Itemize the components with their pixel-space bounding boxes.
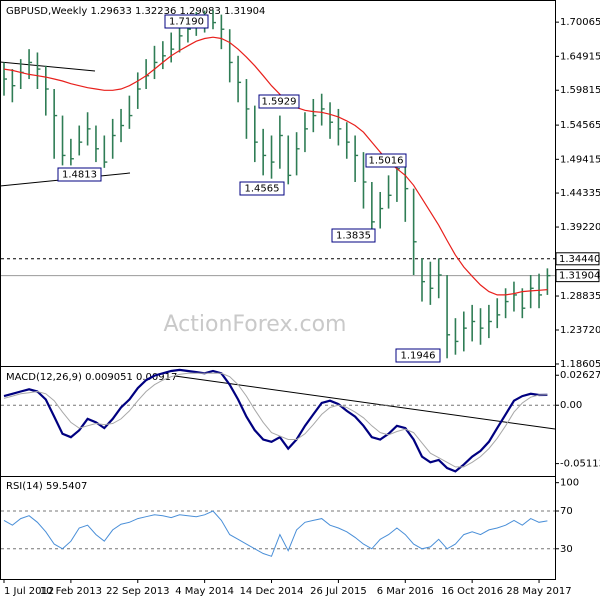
- x-tick-label: 28 May 2017: [506, 586, 571, 597]
- trend-line: [0, 61, 96, 72]
- annotation: 1.7190: [169, 17, 204, 28]
- y-tick-label: 30: [560, 544, 573, 555]
- x-tick-label: 16 Oct 2016: [441, 586, 503, 597]
- annotation-box: [239, 181, 285, 196]
- y-tick-label: 1.54565: [560, 120, 600, 131]
- y-tick-label: 0.00: [560, 400, 582, 411]
- annotation: 1.3835: [336, 231, 371, 242]
- watermark: ActionForex.com: [164, 312, 347, 337]
- y-tick-label: 1.49415: [560, 154, 600, 165]
- annotation-box: [331, 228, 376, 243]
- annotation: 1.5016: [369, 156, 404, 167]
- x-tick-label: 14 Dec 2014: [240, 586, 304, 597]
- x-tick-label: 4 May 2014: [175, 586, 234, 597]
- y-tick-label: 1.28835: [560, 291, 600, 302]
- x-tick-label: 10 Feb 2013: [40, 586, 102, 597]
- y-tick-label: 1.64915: [560, 51, 600, 62]
- annotation-box: [395, 348, 441, 363]
- annotation: 1.4813: [62, 170, 97, 181]
- indicator-line: [3, 372, 548, 468]
- y-tick-label: 70: [560, 506, 573, 517]
- indicator-line: [3, 368, 548, 473]
- chart-title: GBPUSD,Weekly 1.29633 1.32236 1.29083 1.…: [6, 6, 265, 17]
- y-tick-label: 100: [560, 478, 579, 489]
- level-label-box: [555, 269, 600, 283]
- y-tick-label: 1.59815: [560, 85, 600, 96]
- y-tick-label: 1.18605: [560, 359, 600, 370]
- y-tick-label: 1.44335: [560, 188, 600, 199]
- y-tick-label: 0.026276: [560, 370, 600, 381]
- annotation: 1.4565: [245, 184, 280, 195]
- x-tick-label: 22 Sep 2013: [106, 586, 169, 597]
- y-tick-label: -0.051137: [560, 459, 600, 470]
- moving-average: [3, 36, 548, 296]
- indicator-line: [3, 510, 548, 557]
- x-tick-label: 6 Mar 2016: [377, 586, 434, 597]
- level-label-box: [555, 252, 600, 266]
- x-tick-label: 26 Jul 2015: [310, 586, 367, 597]
- annotation-box: [164, 14, 209, 29]
- y-tick-label: 1.70065: [560, 17, 600, 28]
- y-tick-label: 1.39220: [560, 222, 600, 233]
- panel-title: MACD(12,26,9) 0.009051 0.00917: [6, 372, 177, 383]
- level-label: 1.34440: [559, 254, 600, 265]
- annotation-box: [57, 167, 102, 182]
- x-tick-label: 1 Jul 2012: [4, 586, 54, 597]
- annotation: 1.1946: [401, 351, 436, 362]
- level-label: 1.31904: [559, 271, 600, 282]
- y-tick-label: 1.23720: [560, 325, 600, 336]
- panel-title: RSI(14) 59.5407: [6, 481, 87, 492]
- annotation-box: [258, 94, 300, 109]
- annotation-box: [365, 153, 407, 168]
- annotation: 1.5929: [262, 97, 297, 108]
